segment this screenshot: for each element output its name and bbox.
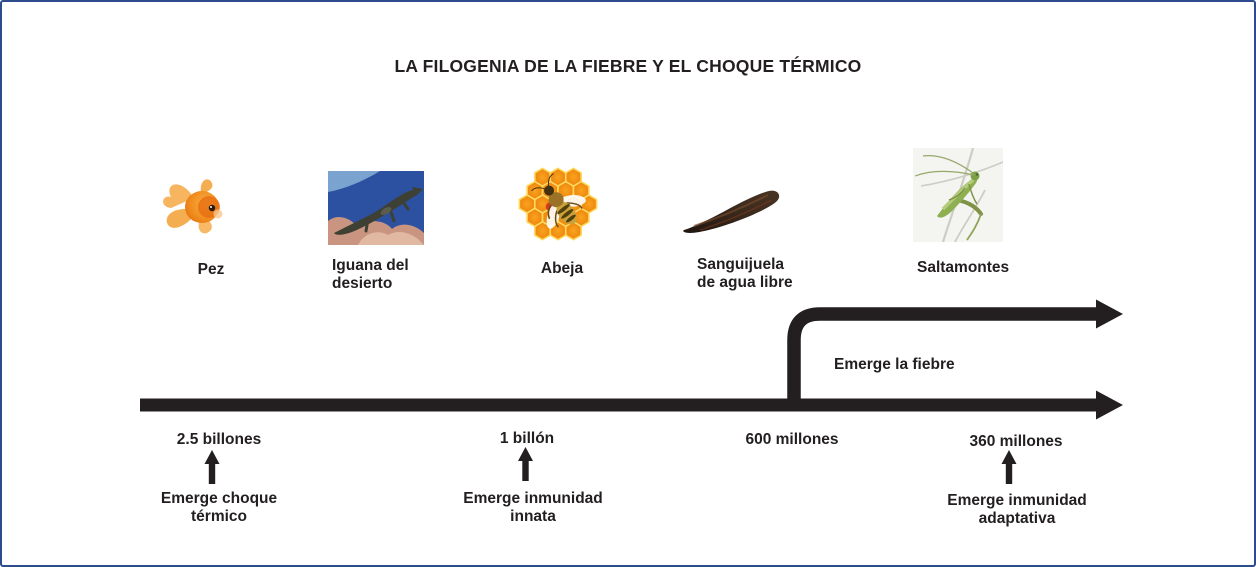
event-up-arrow-heat-shock <box>204 450 220 484</box>
event-label-innate-immunity: Emerge inmunidad innata <box>463 490 603 525</box>
desert-iguana-image <box>328 171 424 245</box>
organism-label-grasshopper: Saltamontes <box>917 259 1010 276</box>
leech-image <box>683 190 780 233</box>
event-label-heat-shock: Emerge choque térmico <box>160 490 278 525</box>
fever-branch-arrow <box>787 299 1123 408</box>
event-label-adaptive-immunity: Emerge inmunidad adaptativa <box>947 492 1087 527</box>
time-label-1-billon: 1 billón <box>499 430 555 447</box>
branch-label-fever: Emerge la fiebre <box>834 356 955 373</box>
time-label-360-millones: 360 millones <box>969 433 1063 450</box>
organism-label-desert-iguana: Iguana del desierto <box>332 257 409 292</box>
organism-label-bee: Abeja <box>540 260 584 277</box>
time-label-2-5-billones: 2.5 billones <box>176 431 262 448</box>
time-label-600-millones: 600 millones <box>745 431 839 448</box>
grasshopper-image <box>913 148 1003 242</box>
goldfish-image <box>163 179 223 234</box>
honeybee-image <box>518 167 598 241</box>
diagram-title: LA FILOGENIA DE LA FIEBRE Y EL CHOQUE TÉ… <box>394 56 862 76</box>
organism-label-leech: Sanguijuela de agua libre <box>697 256 793 291</box>
event-up-arrow-adaptive-immunity <box>1001 450 1017 484</box>
organism-label-fish: Pez <box>197 261 225 278</box>
event-up-arrow-innate-immunity <box>518 447 533 481</box>
main-timeline-arrow <box>140 390 1123 420</box>
